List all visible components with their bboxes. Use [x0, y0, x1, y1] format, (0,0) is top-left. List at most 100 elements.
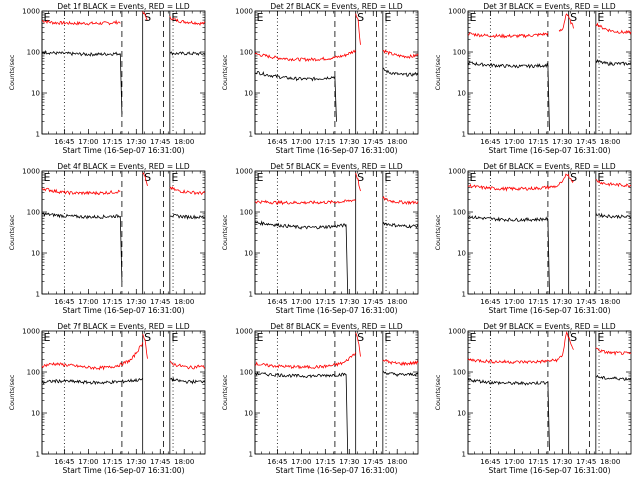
x-tick-label: 17:00	[291, 138, 311, 146]
black-series-line	[169, 376, 206, 385]
x-tick-label: 17:15	[528, 458, 548, 466]
x-tick-label: 17:45	[576, 298, 596, 306]
y-tick-label: 10	[244, 410, 253, 418]
x-tick-label: 16:45	[480, 298, 500, 306]
x-tick-label: 17:15	[528, 138, 548, 146]
red-series-line	[255, 352, 357, 370]
x-tick-label: 17:45	[363, 138, 383, 146]
marker-label: S	[570, 331, 577, 344]
red-series-line	[142, 333, 148, 359]
plot-frame	[41, 10, 206, 135]
black-series-line	[467, 378, 549, 386]
y-tick-label: 1	[249, 131, 253, 139]
x-tick-label: 17:30	[339, 138, 359, 146]
x-tick-label: 17:30	[126, 298, 146, 306]
x-tick-label: 17:45	[150, 298, 170, 306]
y-tick-label: 100	[453, 49, 466, 57]
marker-label: S	[570, 11, 577, 24]
x-tick-label: 17:45	[363, 458, 383, 466]
x-axis-label: Start Time (16-Sep-07 16:31:00)	[63, 146, 185, 155]
y-tick-label: 1	[462, 131, 466, 139]
x-tick-label: 16:45	[480, 138, 500, 146]
red-series-line	[595, 22, 632, 35]
marker-label: E	[470, 11, 477, 24]
panel-2: Det 2f BLACK = Events, RED = LLD 1 10 100 10…	[221, 2, 419, 155]
marker-label: E	[384, 171, 391, 184]
black-series-line	[254, 70, 336, 82]
black-series-line	[334, 76, 337, 122]
y-tick-label: 1000	[22, 168, 40, 176]
x-tick-label: 17:00	[291, 298, 311, 306]
x-tick-label: 17:30	[126, 138, 146, 146]
y-tick-label: 1000	[448, 8, 466, 16]
black-series-line	[345, 225, 349, 295]
black-series-line	[169, 213, 206, 220]
y-tick-label: 100	[240, 369, 253, 377]
x-axis-label: Start Time (16-Sep-07 16:31:00)	[63, 306, 185, 315]
y-tick-label: 1	[36, 131, 40, 139]
black-series-line	[467, 61, 549, 69]
red-series-line	[169, 360, 206, 370]
y-tick-label: 10	[244, 90, 253, 98]
black-series-line	[254, 370, 347, 379]
x-axis-label: Start Time (16-Sep-07 16:31:00)	[276, 466, 398, 475]
marker-label: S	[357, 331, 364, 344]
y-tick-label: 100	[27, 49, 40, 57]
panel-title: Det 3f BLACK = Events, RED = LLD	[483, 2, 616, 11]
y-tick-label: 100	[240, 209, 253, 217]
red-series-line	[595, 179, 632, 188]
x-tick-label: 17:45	[150, 138, 170, 146]
x-tick-label: 17:15	[315, 138, 335, 146]
black-series-line	[547, 218, 550, 295]
y-tick-label: 100	[453, 369, 466, 377]
red-series-line	[595, 347, 632, 356]
marker-label: E	[470, 171, 477, 184]
x-axis-label: Start Time (16-Sep-07 16:31:00)	[276, 146, 398, 155]
x-tick-label: 16:45	[54, 458, 74, 466]
marker-label: E	[257, 171, 264, 184]
y-tick-label: 1	[462, 451, 466, 459]
marker-label: S	[357, 171, 364, 184]
x-tick-label: 17:15	[102, 138, 122, 146]
y-tick-label: 10	[31, 250, 40, 258]
red-series-line	[355, 332, 361, 357]
y-axis-label: Counts/sec	[221, 374, 229, 410]
y-tick-label: 1000	[22, 328, 40, 336]
x-tick-label: 18:00	[600, 138, 620, 146]
panel-title: Det 2f BLACK = Events, RED = LLD	[270, 2, 403, 11]
red-series-line	[382, 359, 419, 367]
marker-label: E	[384, 331, 391, 344]
marker-label: E	[597, 11, 604, 24]
y-tick-label: 1	[36, 451, 40, 459]
x-tick-label: 18:00	[174, 298, 194, 306]
y-axis-label: Counts/sec	[221, 214, 229, 250]
black-series-line	[382, 67, 419, 77]
x-axis-label: Start Time (16-Sep-07 16:31:00)	[489, 466, 611, 475]
x-tick-label: 17:15	[315, 298, 335, 306]
panel-title: Det 5f BLACK = Events, RED = LLD	[270, 162, 403, 171]
y-tick-label: 1000	[448, 168, 466, 176]
panel-title: Det 6f BLACK = Events, RED = LLD	[483, 162, 616, 171]
red-series-line	[355, 172, 361, 192]
y-tick-label: 1000	[235, 328, 253, 336]
black-series-line	[254, 220, 347, 230]
x-tick-label: 16:45	[480, 458, 500, 466]
panel-title: Det 1f BLACK = Events, RED = LLD	[57, 2, 190, 11]
y-axis-label: Counts/sec	[434, 214, 442, 250]
x-tick-label: 17:30	[339, 458, 359, 466]
red-series-line	[355, 13, 361, 45]
red-series-line	[382, 49, 419, 59]
x-tick-label: 17:45	[576, 138, 596, 146]
x-tick-label: 17:00	[504, 298, 524, 306]
marker-label: S	[144, 171, 151, 184]
x-tick-label: 17:00	[291, 458, 311, 466]
red-series-line	[254, 49, 357, 62]
x-tick-label: 17:30	[126, 458, 146, 466]
marker-label: E	[384, 11, 391, 24]
black-series-line	[119, 215, 123, 282]
x-tick-label: 18:00	[174, 138, 194, 146]
x-tick-label: 17:15	[102, 298, 122, 306]
red-series-line	[382, 195, 419, 206]
marker-label: S	[357, 11, 364, 24]
x-tick-label: 18:00	[600, 298, 620, 306]
